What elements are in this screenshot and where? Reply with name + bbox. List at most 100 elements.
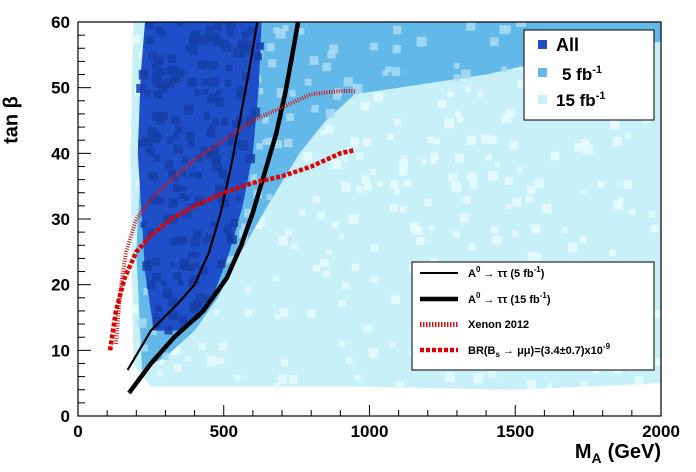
scatter-point: [331, 222, 339, 229]
scatter-point: [487, 368, 497, 378]
scatter-point: [193, 229, 202, 239]
scatter-point: [146, 280, 156, 289]
scatter-point: [174, 364, 182, 372]
scatter-point: [338, 299, 346, 307]
scatter-point: [489, 135, 497, 144]
scatter-point: [199, 292, 205, 299]
scatter-point: [278, 236, 288, 246]
scatter-point: [325, 109, 336, 119]
scatter-point: [206, 128, 216, 138]
scatter-point: [165, 78, 175, 88]
scatter-point: [192, 300, 201, 308]
scatter-point: [501, 113, 512, 124]
scatter-point: [148, 51, 158, 61]
scatter-point: [145, 22, 154, 29]
scatter-point: [464, 86, 471, 93]
scatter-point: [430, 152, 439, 160]
scatter-point: [176, 22, 183, 27]
scatter-point: [323, 270, 330, 278]
scatter-point: [430, 157, 437, 164]
scatter-point: [285, 228, 292, 236]
legend-5fb-curve-label: A0 → ττ (5 fb-1): [468, 265, 545, 280]
x-axis-title-unit: (GeV): [608, 441, 661, 463]
scatter-point: [390, 203, 398, 212]
scatter-point: [171, 115, 180, 125]
x-tick-label: 1000: [351, 422, 389, 441]
scatter-point: [307, 309, 316, 318]
scatter-point: [516, 167, 523, 173]
scatter-point: [173, 176, 180, 182]
scatter-point: [245, 154, 256, 164]
scatter-point: [225, 64, 233, 72]
scatter-point: [153, 313, 160, 320]
scatter-point: [592, 367, 599, 374]
scatter-point: [416, 237, 425, 246]
scatter-point: [175, 76, 181, 82]
scatter-point: [403, 179, 411, 187]
scatter-point: [232, 119, 241, 129]
scatter-point: [342, 282, 350, 289]
scatter-point: [247, 27, 255, 35]
y-tick-label: 60: [51, 13, 70, 32]
y-tick-label: 50: [51, 79, 70, 98]
scatter-point: [313, 264, 320, 272]
scatter-point: [447, 91, 454, 98]
scatter-point: [182, 264, 189, 271]
scatter-point: [581, 381, 587, 388]
scatter-point: [455, 111, 461, 117]
scatter-point: [194, 89, 201, 97]
scatter-point: [648, 211, 656, 218]
scatter-point: [495, 162, 500, 168]
scatter-point: [454, 153, 464, 163]
scatter-point: [597, 180, 605, 188]
scatter-point: [226, 30, 234, 38]
scatter-point: [173, 144, 183, 154]
scatter-point: [613, 201, 623, 211]
scatter-point: [302, 151, 313, 162]
legend-bottom: A0 → ττ (5 fb-1) A0 → ττ (15 fb-1) Xenon…: [411, 261, 655, 371]
scatter-point: [221, 120, 227, 127]
scatter-point: [273, 275, 279, 281]
scatter-point: [185, 45, 192, 52]
scatter-point: [209, 125, 215, 131]
scatter-point: [155, 305, 162, 312]
scatter-point: [623, 180, 632, 189]
scatter-point: [331, 159, 342, 170]
scatter-point: [371, 276, 378, 283]
scatter-point: [164, 326, 173, 335]
scatter-point: [162, 352, 170, 360]
legend-15fb-label: 15 fb-1: [556, 90, 605, 110]
scatter-point: [466, 135, 476, 145]
scatter-point: [198, 266, 208, 276]
scatter-point: [363, 182, 373, 191]
scatter-point: [561, 226, 568, 233]
legend-15fb-swatch: [538, 95, 547, 104]
scatter-point: [491, 226, 499, 234]
scatter-point: [531, 224, 541, 234]
scatter-point: [448, 172, 458, 182]
scatter-point: [211, 32, 220, 42]
scatter-point: [421, 159, 427, 165]
curves-group: [107, 22, 356, 395]
scatter-point: [226, 255, 234, 264]
scatter-point: [393, 25, 402, 35]
scatter-point: [157, 358, 164, 365]
scatter-point: [382, 70, 389, 76]
scatter-point: [152, 71, 162, 81]
scatter-point: [215, 89, 222, 96]
legend-15fb-curve-label: A0 → ττ (15 fb-1): [468, 291, 551, 306]
scatter-point: [147, 127, 157, 137]
scatter-point: [534, 253, 542, 261]
scatter-point: [320, 259, 329, 268]
x-tick-label: 0: [73, 422, 82, 441]
scatter-point: [368, 348, 378, 358]
scatter-point: [176, 237, 183, 244]
legend-xenon-label: Xenon 2012: [468, 319, 529, 331]
scatter-point: [224, 80, 232, 87]
scatter-point: [468, 243, 476, 250]
scatter-point: [132, 35, 141, 44]
scatter-point: [461, 69, 471, 80]
y-tick-label: 30: [51, 210, 70, 229]
scatter-point: [156, 116, 165, 125]
scatter-point: [574, 143, 584, 153]
